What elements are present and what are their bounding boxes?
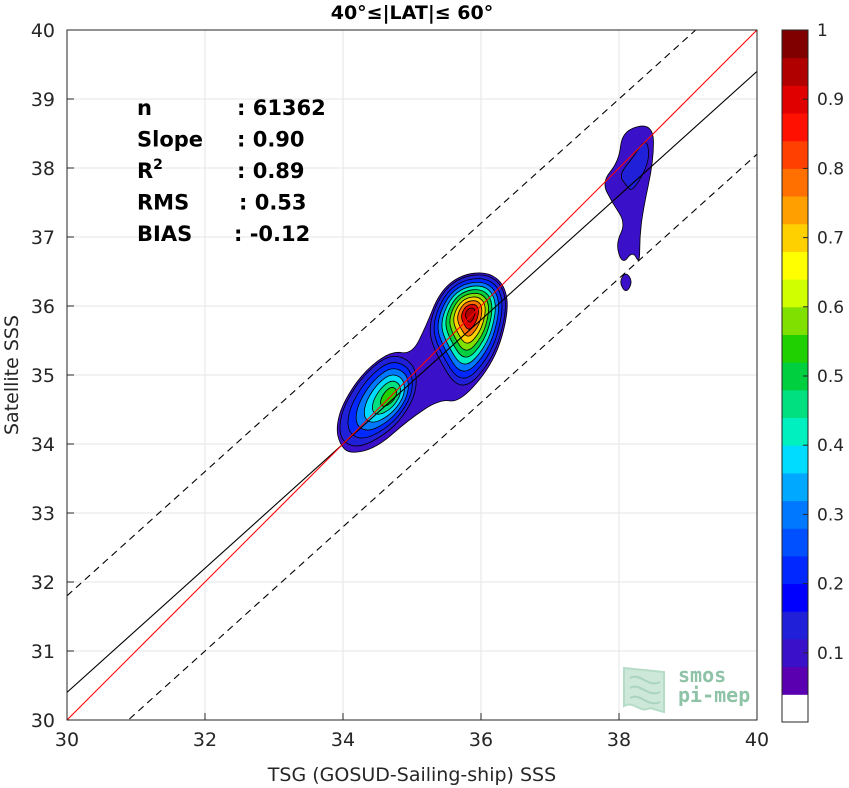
stat-value: : 0.90: [237, 128, 305, 152]
colorbar-swatch: [782, 583, 808, 612]
colorbar-swatch: [782, 666, 808, 695]
x-axis-ticks: 30 32 34 36 38 40: [55, 713, 769, 751]
colorbar-swatch: [782, 196, 808, 225]
colorbar-tick-label: 0.7: [817, 229, 844, 249]
density-contours: [336, 125, 654, 453]
x-tick-label: 30: [55, 729, 79, 751]
contour-level: [380, 387, 397, 407]
colorbar-swatch: [782, 472, 808, 502]
contour-level: [620, 273, 632, 292]
y-tick-label: 35: [31, 365, 55, 387]
stat-label-text: RMS: [137, 191, 189, 215]
stat-label: R2: [137, 157, 163, 183]
stat-label-superscript: 2: [153, 157, 163, 173]
x-axis-label: TSG (GOSUD-Sailing-ship) SSS: [267, 764, 556, 786]
chart-title: 40°≤|LAT|≤ 60°: [331, 2, 494, 24]
colorbar-tick-label: 1: [817, 21, 828, 41]
y-axis-ticks: 30 31 32 33 34 35 36 37 38 39 40: [31, 20, 74, 732]
stat-label: Slope: [137, 128, 203, 152]
colorbar-swatch: [782, 30, 808, 59]
stat-label-text: R: [137, 159, 153, 183]
stat-value: : 61362: [237, 96, 326, 120]
y-tick-label: 36: [31, 296, 55, 318]
colorbar-swatch: [782, 140, 808, 169]
y-tick-label: 38: [31, 158, 55, 180]
stat-label: n: [137, 96, 152, 120]
y-tick-label: 39: [31, 89, 55, 111]
colorbar-swatch: [782, 528, 808, 557]
colorbar-swatch: [782, 445, 808, 474]
reference-lines: [67, 30, 757, 720]
colorbar-swatch: [782, 251, 808, 280]
y-tick-label: 33: [31, 503, 55, 525]
colorbar-swatch: [782, 334, 808, 363]
logo-wave-icon: [623, 666, 665, 714]
colorbar: [782, 30, 808, 723]
gridlines: [66, 29, 758, 721]
logo-line1: smos: [678, 663, 726, 687]
y-tick-label: 40: [31, 20, 55, 42]
identity-line: [67, 30, 757, 720]
colorbar-tick-label: 0.9: [817, 90, 844, 110]
colorbar-tick-label: 0.5: [817, 367, 844, 387]
colorbar-swatch: [782, 417, 808, 446]
stat-value: : 0.53: [239, 191, 307, 215]
logo-line2: pi-mep: [678, 683, 750, 707]
y-tick-label: 34: [31, 434, 55, 456]
y-tick-label: 31: [31, 641, 55, 663]
colorbar-swatch: [782, 113, 808, 142]
y-tick-label: 30: [31, 710, 55, 732]
colorbar-ticks: 0.1 0.2 0.3 0.4 0.5 0.6 0.7 0.8 0.9 1: [803, 21, 844, 664]
statistics-block: n : 61362 Slope : 0.90 R2 : 0.89 RMS : 0.53 BIAS…: [137, 96, 326, 246]
colorbar-tick-label: 0.8: [817, 159, 844, 179]
fit-lower-bound-line: [127, 153, 757, 720]
x-tick-label: 34: [331, 729, 355, 751]
colorbar-tick-label: 0.3: [817, 505, 844, 525]
colorbar-swatch: [782, 279, 808, 308]
fit-upper-bound-line: [67, 30, 697, 597]
colorbar-tick-label: 0.2: [817, 575, 844, 595]
y-tick-label: 32: [31, 572, 55, 594]
colorbar-swatch: [782, 555, 808, 585]
colorbar-swatch: [782, 611, 808, 640]
stat-value: : 0.89: [237, 159, 305, 183]
stat-label: RMS: [137, 191, 189, 215]
colorbar-tick-label: 0.4: [817, 436, 844, 456]
stat-value: : -0.12: [234, 222, 310, 246]
colorbar-swatch: [782, 389, 808, 419]
x-tick-label: 40: [745, 729, 769, 751]
smos-pimep-logo: smos pi-mep: [623, 663, 750, 714]
stat-label-text: BIAS: [137, 222, 192, 246]
y-axis-label: Satellite SSS: [1, 315, 23, 435]
stat-label-text: n: [137, 96, 152, 120]
stat-label-text: Slope: [137, 128, 203, 152]
colorbar-swatch: [782, 306, 808, 335]
y-tick-label: 37: [31, 227, 55, 249]
colorbar-swatch: [782, 694, 808, 723]
x-tick-label: 38: [607, 729, 631, 751]
x-tick-label: 36: [469, 729, 493, 751]
x-tick-label: 32: [193, 729, 217, 751]
regression-line: [67, 70, 757, 693]
colorbar-swatch: [782, 57, 808, 86]
colorbar-swatch: [782, 168, 808, 197]
colorbar-tick-label: 0.1: [817, 644, 844, 664]
stat-label: BIAS: [137, 222, 192, 246]
colorbar-tick-label: 0.6: [817, 298, 844, 318]
